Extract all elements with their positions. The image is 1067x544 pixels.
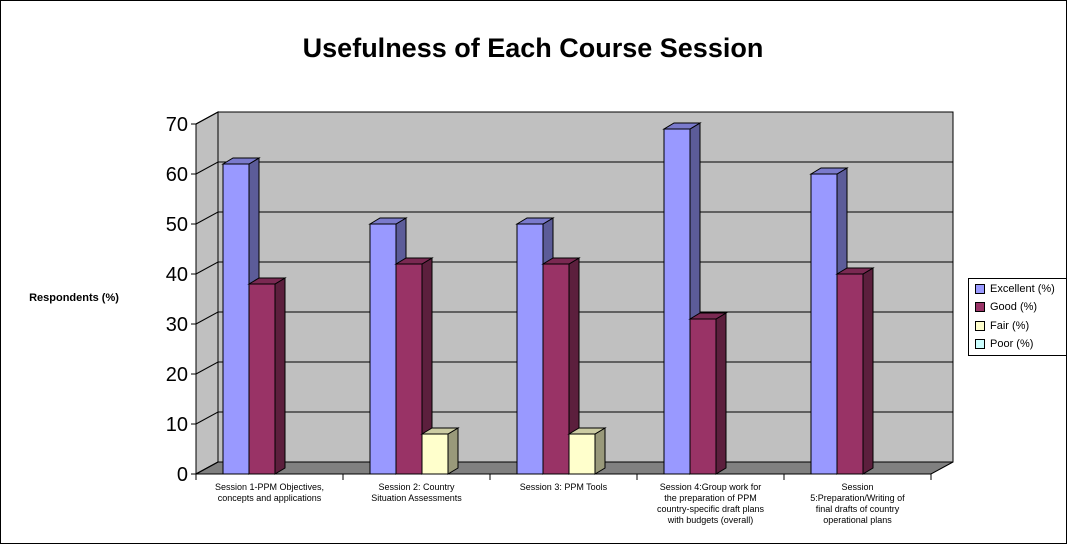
bar — [247, 277, 287, 475]
x-tick-label-line: country-specific draft plans — [657, 504, 765, 514]
legend-item-good: Good (%) — [975, 300, 1037, 314]
x-tick-label-line: operational plans — [823, 515, 892, 525]
bar-side — [862, 267, 874, 475]
x-tick-label: Session 3: PPM Tools — [520, 482, 608, 492]
legend-swatch-excellent — [975, 284, 985, 294]
bar — [420, 427, 460, 475]
chart-title: Usefulness of Each Course Session — [303, 33, 764, 63]
bar-front — [568, 433, 596, 475]
legend-item-excellent: Excellent (%) — [975, 282, 1055, 296]
gridline — [195, 211, 953, 225]
bar-front — [395, 263, 423, 475]
bar-front — [248, 283, 276, 475]
bar — [394, 257, 434, 475]
legend-swatch-poor — [975, 339, 985, 349]
gridline — [195, 311, 953, 325]
bar-front — [222, 163, 250, 475]
y-tick-label: 0 — [177, 464, 188, 486]
legend-swatch-fair — [975, 321, 985, 331]
legend-label-excellent: Excellent (%) — [990, 283, 1055, 295]
x-tick-label-line: Session 4:Group work for — [660, 482, 762, 492]
x-tick-label-line: the preparation of PPM — [664, 493, 757, 503]
y-tick-label: 40 — [166, 264, 188, 286]
x-tick-label: Session 1-PPM Objectives, concepts and ap… — [215, 482, 324, 503]
y-tick-label: 60 — [166, 164, 188, 186]
y-tick-label: 20 — [166, 364, 188, 386]
bar-front — [810, 173, 838, 475]
x-tick-label: Session 4:Group work for the preparation … — [657, 482, 765, 525]
bar-front — [663, 128, 691, 475]
x-tick-label-line: Session — [841, 482, 873, 492]
legend-item-poor: Poor (%) — [975, 337, 1033, 351]
x-tick-label-line: Situation Assessments — [371, 493, 462, 503]
y-axis-label: Respondents (%) — [29, 292, 119, 304]
bar — [688, 312, 728, 475]
x-tick-label: Session 5:Preparation/Writing of final dra… — [810, 482, 905, 525]
bar — [835, 267, 875, 475]
x-tick-label-line: final drafts of country — [816, 504, 900, 514]
bar-front — [516, 223, 544, 475]
y-tick-label: 10 — [166, 414, 188, 436]
x-tick-label: Session 2: Country Situation Assessments — [371, 482, 462, 503]
gridline — [195, 261, 953, 275]
bar-front — [421, 433, 449, 475]
gridline — [195, 161, 953, 175]
bar-front — [542, 263, 570, 475]
x-tick-label-line: 5:Preparation/Writing of — [810, 493, 905, 503]
y-tick-label: 30 — [166, 314, 188, 336]
bar-front — [836, 273, 864, 475]
y-tick-label: 70 — [166, 114, 188, 136]
plot-side-wall — [195, 111, 219, 475]
bar-front — [689, 318, 717, 475]
x-tick-label-line: Session 1-PPM Objectives, — [215, 482, 324, 492]
bar-side — [447, 427, 459, 475]
legend-label-fair: Fair (%) — [990, 320, 1030, 332]
legend-swatch-good — [975, 302, 985, 312]
bar-side — [594, 427, 606, 475]
x-tick-label-line: concepts and applications — [218, 493, 322, 503]
x-tick-label-line: Session 2: Country — [378, 482, 455, 492]
bar-front — [369, 223, 397, 475]
bar — [567, 427, 607, 475]
legend-label-good: Good (%) — [990, 301, 1038, 313]
gridline — [195, 111, 953, 125]
x-tick-label-line: Session 3: PPM Tools — [520, 482, 608, 492]
y-tick-label: 50 — [166, 214, 188, 236]
legend-item-fair: Fair (%) — [975, 319, 1029, 333]
bar-side — [715, 312, 727, 475]
legend-label-poor: Poor (%) — [990, 338, 1034, 350]
bar — [541, 257, 581, 475]
chart-legend: Excellent (%) Good (%) Fair (%) Poor (%) — [968, 278, 1067, 356]
x-tick-label-line: with budgets (overall) — [667, 515, 754, 525]
bar-side — [274, 277, 286, 475]
